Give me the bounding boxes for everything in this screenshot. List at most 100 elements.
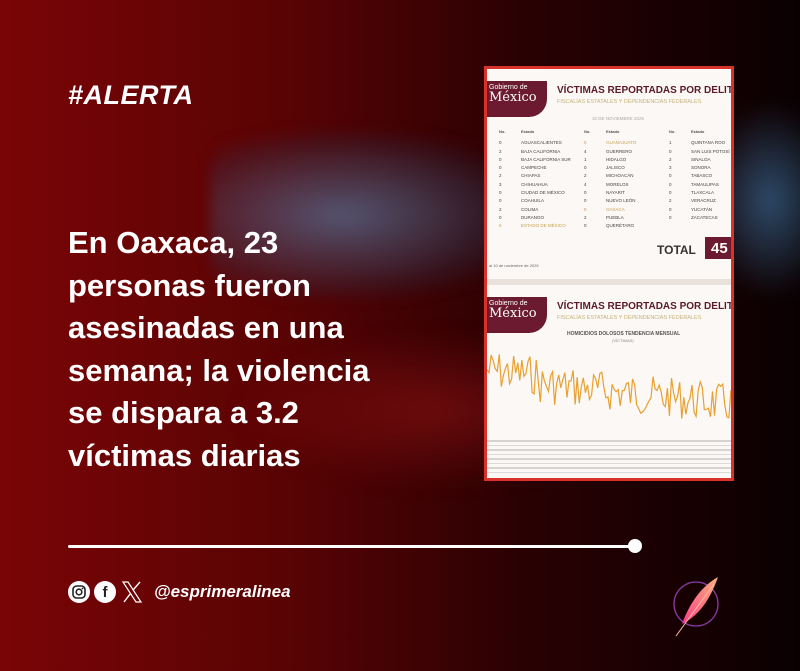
victim-count: 2 [584, 173, 587, 179]
state-name: QUINTANA ROO [691, 140, 726, 146]
header-no: No. [584, 129, 591, 134]
victim-count: 0 [584, 165, 587, 171]
victim-count: 0 [669, 173, 672, 179]
doc-subtitle: FISCALÍAS ESTATALES Y DEPENDENCIAS FEDER… [557, 315, 702, 321]
doc-title: VÍCTIMAS REPORTADAS POR DELITO DE [557, 85, 731, 96]
table-row: 2 MICHOACÁN [578, 173, 636, 181]
total-value: 45 [705, 237, 731, 259]
state-name: QUERÉTARO [606, 223, 635, 229]
victim-count: 5 [584, 140, 587, 146]
victims-table-document: Gobierno de México VÍCTIMAS REPORTADAS PO… [487, 69, 731, 279]
table-row: 1 QUINTANA ROO [663, 140, 730, 148]
table-row: 0 JALISCO [578, 165, 636, 173]
trend-chart [487, 354, 731, 473]
header-estado: Estado [606, 129, 620, 134]
x-icon[interactable] [120, 580, 144, 604]
social-handle[interactable]: @esprimeralinea [154, 582, 291, 601]
table-row: 3 CHIHUAHUA [493, 182, 571, 190]
state-name: GUANAJUATO [606, 140, 637, 146]
state-name: NAYARIT [606, 190, 625, 196]
table-row: 0 TABASCO [663, 173, 730, 181]
victim-count: 0 [499, 165, 502, 171]
victim-count: 0 [669, 148, 672, 154]
table-column: No. Estado 0 AGUASCALIENTES 2 BAJA CALIFORNIA… [493, 129, 571, 232]
table-row: 1 HIDALGO [578, 157, 636, 165]
table-row: 0 YUCATÁN [663, 207, 730, 215]
victim-count: 3 [499, 181, 502, 187]
state-name: AGUASCALIENTES [521, 140, 562, 146]
victim-count: 0 [669, 190, 672, 196]
victim-count: 2 [499, 148, 502, 154]
state-name: COAHUILA [521, 198, 545, 204]
table-row: 4 MORELOS [578, 182, 636, 190]
feather-logo [673, 577, 719, 637]
doc-title: VÍCTIMAS REPORTADAS POR DELITO DE [557, 301, 731, 312]
alert-tag: #ALERTA [68, 80, 194, 110]
table-column: No. Estado 5 GUANAJUATO 4 GUERRERO 1 HIDALGO 0 JA… [578, 129, 636, 232]
state-name: DURANGO [521, 214, 545, 220]
state-name: TAMAULIPAS [691, 181, 719, 187]
state-name: NUEVO LEÓN [606, 198, 636, 204]
table-row: 0 NAYARIT [578, 190, 636, 198]
table-row: 2 VERACRUZ [663, 198, 730, 206]
table-row: 2 PUEBLA [578, 215, 636, 223]
headline-line: semana; la violencia [68, 352, 370, 388]
table-row: 0 DURANGO [493, 215, 571, 223]
table-row: 3 SONORA [663, 165, 730, 173]
victim-count: 2 [499, 206, 502, 212]
state-name: MORELOS [606, 181, 629, 187]
divider-dot [628, 539, 642, 553]
report-image: Gobierno de México VÍCTIMAS REPORTADAS PO… [484, 66, 734, 481]
table-row: 2 CHIAPAS [493, 173, 571, 181]
table-row: 4 GUERRERO [578, 149, 636, 157]
table-row: 2 COLIMA [493, 207, 571, 215]
table-row: 0 NUEVO LEÓN [578, 198, 636, 206]
victim-count: 0 [669, 214, 672, 220]
state-name: YUCATÁN [691, 206, 713, 212]
table-row: 2 BAJA CALIFORNIA [493, 149, 571, 157]
state-name: COLIMA [521, 206, 539, 212]
state-name: BAJA CALIFORNIA SUR [521, 156, 571, 162]
victim-count: 2 [669, 156, 672, 162]
table-row: 0 AGUASCALIENTES [493, 140, 571, 148]
trend-line [487, 354, 731, 419]
state-name: TLAXCALA [691, 190, 715, 196]
victim-count: 3 [669, 165, 672, 171]
headline-line: se dispara a 3.2 [68, 395, 299, 430]
social-bar: f @esprimeralinea [68, 580, 291, 604]
table-row: 0 SAN LUIS POTOSÍ [663, 149, 730, 157]
state-name: OAXACA [606, 206, 625, 212]
state-name: ESTADO DE MÉXICO [521, 223, 566, 229]
victim-count: 0 [584, 190, 587, 196]
victim-count: 0 [499, 140, 502, 146]
table-row: 0 TLAXCALA [663, 190, 730, 198]
state-name: CAMPECHE [521, 165, 547, 171]
victim-count: 4 [584, 181, 587, 187]
state-name: JALISCO [606, 165, 625, 171]
facebook-icon[interactable]: f [94, 581, 116, 603]
victim-count: 1 [584, 156, 587, 162]
victim-count: 0 [584, 198, 587, 204]
state-name: BAJA CALIFORNIA [521, 148, 561, 154]
headline: En Oaxaca, 23 personas fueron asesinadas… [68, 222, 468, 477]
state-name: MICHOACÁN [606, 173, 634, 179]
headline-line: asesinadas en una [68, 310, 344, 345]
table-row: 6 ESTADO DE MÉXICO [493, 223, 571, 231]
footnote: al 10 de noviembre de 2025 [489, 263, 539, 268]
table-column: No. Estado 1 QUINTANA ROO 0 SAN LUIS POTOSÍ 2 S… [663, 129, 730, 223]
victim-count: 6 [499, 223, 502, 229]
table-row: 8 OAXACA [578, 207, 636, 215]
victim-count: 0 [499, 198, 502, 204]
trend-chart-document: Gobierno de México VÍCTIMAS REPORTADAS PO… [487, 285, 731, 478]
chart-subtitle: (VÍCTIMAS) [612, 338, 634, 343]
victim-count: 2 [669, 198, 672, 204]
victim-count: 0 [499, 214, 502, 220]
victim-count: 0 [584, 223, 587, 229]
divider-line [68, 545, 634, 548]
instagram-icon[interactable] [68, 581, 90, 603]
victim-count: 1 [669, 140, 672, 146]
table-row: 0 QUERÉTARO [578, 223, 636, 231]
state-name: HIDALGO [606, 156, 627, 162]
header-no: No. [499, 129, 506, 134]
victim-count: 0 [499, 156, 502, 162]
